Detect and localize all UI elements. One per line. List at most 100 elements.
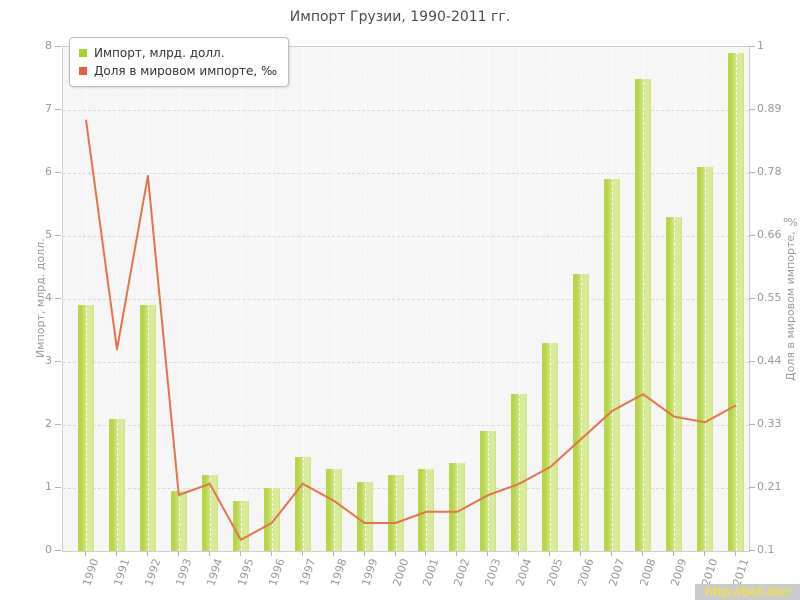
right-tick-mark [749, 550, 755, 551]
gridline-v [674, 47, 676, 551]
x-tick-mark [394, 551, 396, 556]
gridline-v [302, 47, 304, 551]
legend-item-import: Импорт, млрд. долл. [79, 44, 277, 62]
x-tick-mark [580, 551, 582, 556]
legend: Импорт, млрд. долл. Доля в мировом импор… [69, 37, 290, 87]
x-tick-label: 2009 [668, 557, 690, 588]
x-tick-label: 2002 [451, 557, 473, 588]
gridline-v [395, 47, 397, 551]
gridline-v [333, 47, 335, 551]
gridline-v [705, 47, 706, 551]
x-tick-label: 2001 [420, 557, 442, 588]
x-tick-mark [734, 551, 736, 556]
gridline-h [63, 488, 749, 489]
right-tick-mark [749, 487, 755, 488]
share-line-layer [85, 119, 737, 541]
x-tick-mark [518, 551, 520, 556]
right-axis-title: Доля в мировом импорте, ‰ [784, 214, 797, 382]
left-tick-label: 6 [45, 165, 52, 178]
right-tick-mark [749, 361, 755, 362]
x-tick-mark [363, 551, 365, 556]
right-tick-label: 0.78 [757, 165, 782, 178]
right-tick-label: 0.1 [757, 543, 775, 556]
x-tick-mark [425, 551, 427, 556]
x-tick-label: 2006 [575, 557, 597, 588]
legend-item-share: Доля в мировом импорте, ‰ [79, 62, 277, 80]
x-tick-label: 1999 [358, 557, 380, 588]
x-tick-mark [611, 551, 613, 556]
gridline-v [457, 47, 459, 551]
right-tick-mark [749, 235, 755, 236]
x-tick-label: 2003 [482, 557, 504, 588]
x-tick-mark [456, 551, 458, 556]
share-line [85, 119, 737, 541]
gridline-h [63, 110, 749, 111]
gridline-v [116, 47, 118, 551]
gridline-h [63, 173, 749, 174]
chart-title: Импорт Грузии, 1990-2011 гг. [289, 9, 511, 25]
left-tick-label: 7 [45, 102, 52, 115]
gridline-v [364, 47, 366, 551]
gridline-v [488, 47, 490, 551]
x-tick-mark [146, 551, 148, 556]
gridline-v [550, 47, 552, 551]
x-tick-label: 1994 [204, 557, 226, 588]
x-tick-label: 1996 [266, 557, 288, 588]
left-tick-label: 2 [45, 417, 52, 430]
right-tick-mark [749, 109, 755, 110]
x-tick-mark [208, 551, 210, 556]
x-tick-mark [332, 551, 334, 556]
left-tick-mark [55, 172, 61, 173]
x-tick-label: 1997 [296, 557, 319, 588]
x-tick-label: 2000 [389, 557, 411, 588]
x-tick-label: 1991 [111, 557, 133, 588]
x-tick-label: 1995 [235, 557, 257, 588]
right-tick-mark [749, 172, 755, 173]
x-tick-label: 2004 [513, 557, 535, 588]
x-tick-label: 1998 [327, 557, 349, 588]
gridline-h [63, 362, 749, 363]
left-tick-mark [55, 46, 61, 47]
share-swatch-icon [79, 67, 87, 75]
watermark-link[interactable]: http://be5.biz/ [695, 584, 800, 600]
x-tick-label: 1990 [80, 557, 102, 588]
right-tick-label: 0.66 [757, 228, 782, 241]
left-tick-mark [55, 424, 61, 425]
right-tick-mark [749, 424, 755, 425]
x-tick-mark [301, 551, 303, 556]
right-tick-label: 0.33 [757, 417, 782, 430]
legend-item-label: Доля в мировом импорте, ‰ [94, 64, 278, 78]
right-tick-mark [749, 46, 755, 47]
import-swatch-icon [79, 49, 87, 57]
x-tick-mark [704, 551, 705, 556]
gridline-h [63, 299, 749, 300]
x-tick-label: 1993 [173, 557, 195, 588]
gridline-v [240, 47, 242, 551]
gridline-v [178, 47, 180, 551]
left-tick-label: 1 [45, 480, 52, 493]
left-tick-mark [55, 298, 61, 299]
x-tick-mark [487, 551, 489, 556]
gridline-v [209, 47, 211, 551]
x-tick-mark [642, 551, 644, 556]
left-tick-label: 5 [45, 228, 52, 241]
left-tick-label: 3 [45, 354, 52, 367]
right-tick-label: 1 [757, 39, 764, 52]
gridline-v [86, 47, 87, 551]
left-tick-label: 4 [45, 291, 52, 304]
right-tick-label: 0.44 [757, 354, 782, 367]
gridline-v [643, 47, 645, 551]
gridline-v [271, 47, 273, 551]
right-tick-label: 0.21 [757, 480, 782, 493]
gridline-v [426, 47, 428, 551]
x-tick-mark [85, 551, 86, 556]
x-tick-mark [177, 551, 179, 556]
right-tick-mark [749, 298, 755, 299]
gridline-v [147, 47, 149, 551]
left-tick-mark [55, 361, 61, 362]
left-tick-label: 8 [45, 39, 52, 52]
x-tick-mark [673, 551, 675, 556]
x-tick-mark [549, 551, 551, 556]
gridline-v [581, 47, 583, 551]
